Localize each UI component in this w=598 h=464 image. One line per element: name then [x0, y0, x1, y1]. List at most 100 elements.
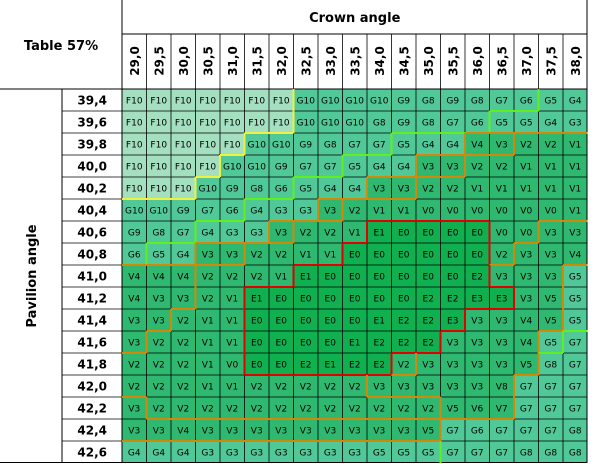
grade-cell	[367, 375, 392, 397]
grade-cell	[342, 221, 367, 243]
grade-cell-label: G7	[569, 383, 582, 393]
grade-cell-label: V3	[128, 317, 140, 327]
grade-cell-label: G4	[397, 163, 410, 173]
grade-cell	[220, 177, 245, 199]
grade-cell	[244, 331, 269, 353]
x-tick-label: 38,0	[569, 46, 583, 76]
grade-cell	[538, 419, 563, 441]
grade-cell-label: V0	[226, 361, 238, 371]
grade-cell-label: E0	[251, 361, 263, 371]
y-tick-label: 41,0	[77, 270, 107, 284]
grade-cell	[489, 199, 514, 221]
grade-cell	[563, 111, 588, 133]
grade-cell	[416, 419, 441, 441]
grade-cell	[514, 419, 539, 441]
grade-cell-label: G3	[226, 449, 239, 459]
grade-cell	[367, 243, 392, 265]
grade-cell	[342, 199, 367, 221]
grade-cell-label: E0	[325, 339, 337, 349]
grade-cell-label: E0	[251, 339, 263, 349]
grade-cell	[146, 155, 171, 177]
grade-cell	[367, 353, 392, 375]
grade-cell-label: G8	[544, 449, 557, 459]
y-tick-label: 41,6	[77, 336, 107, 350]
y-tick-label: 41,8	[77, 358, 107, 372]
grade-cell	[293, 265, 318, 287]
grade-cell	[220, 375, 245, 397]
grade-cell-label: V2	[422, 405, 434, 415]
grade-cell	[489, 89, 514, 111]
grade-cell	[171, 375, 196, 397]
grade-cell	[538, 265, 563, 287]
grade-cell-label: G3	[275, 449, 288, 459]
grade-cell-label: G10	[150, 207, 169, 217]
grade-cell-label: G10	[297, 97, 316, 107]
grade-cell-label: G7	[495, 427, 508, 437]
x-tick-label: 29,5	[152, 46, 166, 76]
grade-cell-label: V1	[226, 339, 238, 349]
grade-cell	[244, 397, 269, 419]
grade-cell	[489, 221, 514, 243]
grade-cell	[318, 133, 343, 155]
grade-cell	[146, 397, 171, 419]
grade-cell-label: E0	[472, 229, 484, 239]
grade-cell	[563, 441, 588, 463]
grade-cell-label: G8	[569, 449, 582, 459]
grade-cell-label: G7	[520, 427, 533, 437]
grade-cell	[220, 441, 245, 463]
grade-cell	[416, 155, 441, 177]
grade-cell-label: V2	[398, 361, 410, 371]
grade-cell-label: E0	[472, 251, 484, 261]
grade-cell-label: V3	[520, 251, 532, 261]
grade-cell	[171, 287, 196, 309]
grade-cell	[318, 243, 343, 265]
grade-cell	[122, 375, 147, 397]
grade-cell-label: V1	[202, 361, 214, 371]
grade-cell	[342, 133, 367, 155]
grade-cell	[220, 397, 245, 419]
grade-cell-label: G9	[397, 119, 410, 129]
grade-cell-label: V3	[422, 383, 434, 393]
grade-cell-label: V1	[226, 295, 238, 305]
grade-cell	[367, 331, 392, 353]
grade-cell-label: G10	[248, 141, 267, 151]
grade-cell-label: V2	[422, 185, 434, 195]
grade-cell-label: F10	[150, 119, 167, 129]
grade-cell	[220, 111, 245, 133]
grade-cell-label: V2	[324, 405, 336, 415]
x-tick-label: 37,5	[544, 46, 558, 76]
grade-cell-label: V3	[226, 427, 238, 437]
grade-cell-label: G4	[152, 449, 165, 459]
grade-cell-label: V3	[398, 185, 410, 195]
grade-cell-label: V2	[300, 383, 312, 393]
grade-cell-label: V0	[422, 207, 434, 217]
grade-cell-label: G5	[422, 449, 435, 459]
grade-cell	[122, 89, 147, 111]
grade-cell	[122, 397, 147, 419]
grade-cell	[367, 89, 392, 111]
grade-cell	[465, 309, 490, 331]
grade-cell-label: E1	[325, 361, 336, 371]
grade-cell-label: V2	[496, 163, 508, 173]
grade-cell-label: E0	[398, 229, 410, 239]
grade-cell	[391, 375, 416, 397]
grade-cell	[563, 419, 588, 441]
y-tick-label: 42,4	[77, 424, 107, 438]
grade-cell-label: G8	[422, 119, 435, 129]
grade-cell-label: V8	[496, 383, 508, 393]
grade-cell-label: E2	[349, 361, 360, 371]
grade-cell-label: V3	[496, 361, 508, 371]
grade-cell	[489, 177, 514, 199]
grade-cell	[538, 177, 563, 199]
grade-cell-label: G5	[299, 185, 312, 195]
grade-cell-label: G5	[397, 141, 410, 151]
grade-cell-label: V1	[373, 207, 385, 217]
grade-cell-label: G5	[569, 273, 582, 283]
grade-cell	[440, 331, 465, 353]
grade-cell	[220, 155, 245, 177]
grade-cell-label: V3	[202, 427, 214, 437]
grade-cell-label: V7	[496, 405, 508, 415]
grade-cell-label: F10	[273, 119, 290, 129]
grade-cell-label: G8	[544, 361, 557, 371]
grade-cell	[465, 375, 490, 397]
